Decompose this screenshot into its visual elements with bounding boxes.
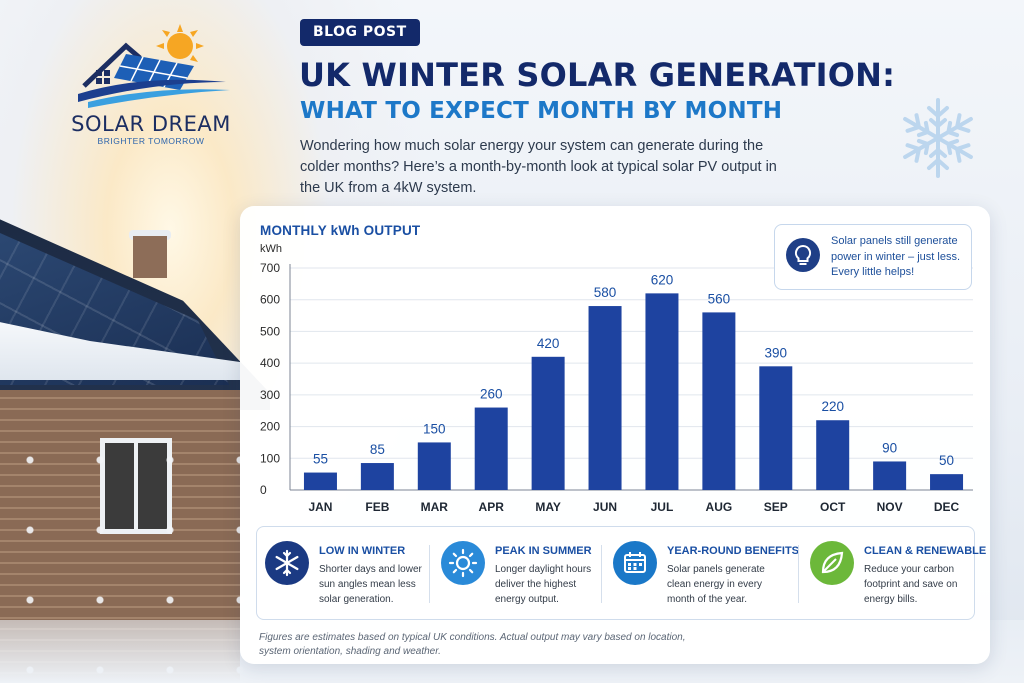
info-item-low-in-winter: LOW IN WINTER Shorter days and lower sun… [257, 527, 432, 621]
page-subtitle: WHAT TO EXPECT MONTH BY MONTH [300, 98, 783, 124]
y-tick-label: 0 [260, 483, 267, 497]
bar-apr [474, 407, 508, 490]
bar-feb [360, 463, 394, 490]
logo: SOLAR DREAM BRIGHTER TOMORROW [56, 24, 246, 148]
data-label: 90 [882, 440, 897, 455]
bar-dec [930, 474, 964, 490]
bar-nov [873, 461, 907, 490]
chart-title: MONTHLY kWh OUTPUT [260, 223, 421, 238]
tip-box: Solar panels still generate power in win… [774, 224, 972, 290]
y-tick-label: 100 [260, 451, 280, 465]
bar-aug [702, 312, 736, 490]
info-title: PEAK IN SUMMER [495, 545, 592, 557]
x-tick-label: JAN [308, 500, 332, 514]
bar-jul [645, 293, 679, 490]
x-tick-label: JUN [593, 500, 617, 514]
data-label: 620 [651, 272, 674, 287]
info-title: LOW IN WINTER [319, 545, 406, 557]
info-text: Shorter days and lower sun angles mean l… [319, 564, 422, 605]
data-label: 420 [537, 336, 560, 351]
blog-post-badge: BLOG POST [300, 19, 420, 46]
chart-card: MONTHLY kWh OUTPUT kWh 0 100 200 300 400 500 6… [240, 206, 990, 664]
y-axis-unit: kWh [260, 243, 282, 255]
bar-mar [417, 442, 451, 490]
data-label: 50 [939, 453, 954, 468]
info-item-clean-and-renewable: CLEAN & RENEWABLE Reduce your carbon foo… [802, 527, 986, 621]
snowflake-icon [265, 541, 309, 585]
bar-chart: 0 100 200 300 400 500 600 700 55 JAN 85 FEB 150 MAR 26… [260, 261, 973, 514]
data-label: 260 [480, 387, 503, 402]
y-tick-label: 200 [260, 420, 280, 434]
x-tick-label: AUG [706, 500, 733, 514]
divider [798, 545, 799, 603]
x-tick-label: FEB [365, 500, 389, 514]
chimney [133, 236, 167, 278]
page-title: UK WINTER SOLAR GENERATION: [299, 56, 896, 94]
x-tick-label: OCT [820, 500, 846, 514]
bar-oct [816, 420, 850, 490]
y-tick-label: 600 [260, 293, 280, 307]
tip-text: Solar panels still generate power in win… [831, 235, 960, 278]
x-tick-label: NOV [877, 500, 903, 514]
snowflake-decoration-icon [898, 98, 978, 178]
info-item-peak-in-summer: PEAK IN SUMMER Longer daylight hours del… [433, 527, 603, 621]
footnote: Figures are estimates based on typical U… [259, 632, 686, 657]
y-tick-label: 500 [260, 324, 280, 338]
info-text: Solar panels generate clean energy in ev… [667, 564, 765, 605]
brand-name: SOLAR DREAM [71, 112, 231, 136]
y-tick-label: 300 [260, 388, 280, 402]
bar-sep [759, 366, 793, 490]
brand-tagline: BRIGHTER TOMORROW [97, 136, 205, 146]
x-tick-label: SEP [764, 500, 788, 514]
bar-jan [303, 472, 337, 490]
data-label: 150 [423, 421, 446, 436]
data-label: 390 [765, 345, 788, 360]
intro-paragraph: Wondering how much solar energy your sys… [300, 138, 777, 196]
info-strip: LOW IN WINTER Shorter days and lower sun… [256, 526, 986, 621]
leaf-icon [810, 541, 854, 585]
info-item-year-round-benefits: YEAR-ROUND BENEFITS Solar panels generat… [605, 527, 799, 621]
lightbulb-icon [786, 238, 820, 272]
y-tick-label: 700 [260, 261, 280, 275]
info-title: CLEAN & RENEWABLE [864, 545, 987, 557]
data-label: 85 [370, 442, 385, 457]
divider [601, 545, 602, 603]
data-label: 560 [708, 291, 731, 306]
info-text: Longer daylight hours deliver the highes… [495, 564, 592, 605]
info-text: Reduce your carbon footprint and save on… [864, 564, 958, 605]
calendar-icon [613, 541, 657, 585]
chimney-snow [129, 230, 171, 240]
data-label: 220 [821, 399, 844, 414]
info-title: YEAR-ROUND BENEFITS [667, 545, 800, 557]
solar-house-logo-icon [78, 24, 230, 108]
x-tick-label: JUL [651, 500, 674, 514]
x-tick-label: MAY [535, 500, 561, 514]
divider [429, 545, 430, 603]
data-label: 55 [313, 452, 328, 467]
x-tick-label: DEC [934, 500, 960, 514]
bar-jun [588, 306, 622, 490]
sun-icon [441, 541, 485, 585]
x-tick-label: MAR [421, 500, 449, 514]
y-tick-label: 400 [260, 356, 280, 370]
x-tick-label: APR [479, 500, 505, 514]
bar-may [531, 356, 565, 490]
data-label: 580 [594, 285, 617, 300]
